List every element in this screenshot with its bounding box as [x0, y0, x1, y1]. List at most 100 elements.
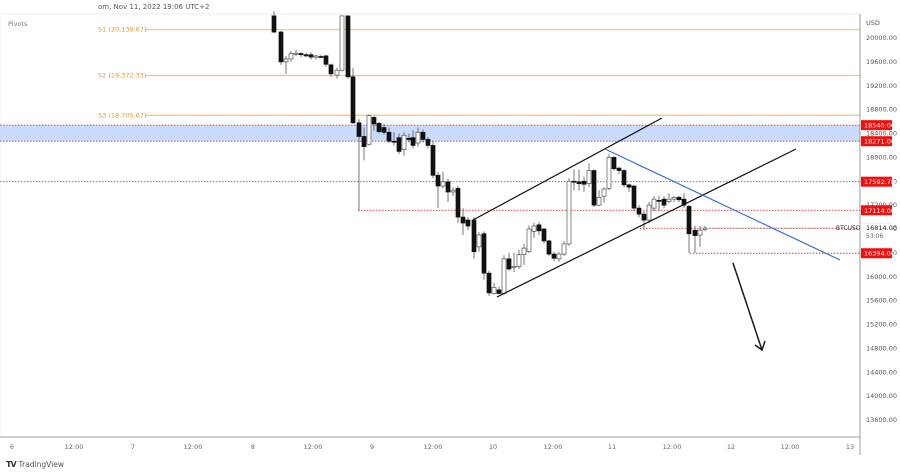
- candle-bearish[interactable]: [591, 170, 597, 206]
- candle-bearish[interactable]: [271, 15, 277, 33]
- candle-bullish[interactable]: [476, 234, 482, 248]
- candle-bearish[interactable]: [430, 145, 436, 176]
- down-arrow-icon[interactable]: [732, 262, 763, 351]
- candle-bearish[interactable]: [681, 198, 687, 206]
- candle-bearish[interactable]: [581, 180, 587, 185]
- candle-bullish[interactable]: [531, 225, 537, 232]
- current-price-badge: [861, 223, 892, 242]
- trendline-3[interactable]: [604, 148, 841, 261]
- candle-bullish[interactable]: [366, 115, 372, 145]
- candle-bearish[interactable]: [571, 180, 577, 183]
- candle-bearish[interactable]: [460, 216, 466, 224]
- candle-bearish[interactable]: [328, 64, 334, 75]
- candle-bullish[interactable]: [511, 266, 517, 268]
- candle-bearish[interactable]: [661, 198, 667, 206]
- candle-bearish[interactable]: [435, 174, 441, 187]
- candle-bearish[interactable]: [481, 233, 487, 274]
- candle-bearish[interactable]: [626, 184, 632, 188]
- candle-bullish[interactable]: [339, 15, 345, 71]
- candle-bearish[interactable]: [616, 167, 622, 171]
- candle-bearish[interactable]: [371, 117, 377, 125]
- tradingview-branding[interactable]: TV TradingView: [6, 460, 64, 469]
- candle-bearish[interactable]: [455, 188, 461, 218]
- candle-bullish[interactable]: [556, 253, 562, 260]
- candle-bearish[interactable]: [551, 253, 557, 259]
- candle-bearish[interactable]: [410, 137, 416, 146]
- candle-bearish[interactable]: [536, 224, 542, 232]
- candle-bullish[interactable]: [288, 53, 294, 60]
- candle-bearish[interactable]: [381, 127, 387, 133]
- candle-bearish[interactable]: [576, 181, 582, 184]
- candle-bullish[interactable]: [561, 243, 567, 255]
- candle-bearish[interactable]: [611, 157, 617, 170]
- candle-bullish[interactable]: [651, 198, 657, 209]
- price-label-badge: [861, 176, 892, 187]
- candle-bearish[interactable]: [350, 76, 356, 124]
- candle-bearish[interactable]: [278, 31, 284, 63]
- candle-bullish[interactable]: [526, 228, 532, 253]
- candle-bearish[interactable]: [420, 131, 426, 140]
- time-axis-tick: 8: [251, 443, 255, 451]
- candle-bullish[interactable]: [702, 227, 708, 230]
- candle-bullish[interactable]: [646, 204, 652, 221]
- candle-bearish[interactable]: [376, 123, 382, 133]
- candle-bullish[interactable]: [606, 157, 612, 189]
- candle-bullish[interactable]: [334, 69, 340, 76]
- candle-bullish[interactable]: [516, 254, 522, 267]
- pivot-label-s2: S2 (19,372.33): [98, 71, 146, 79]
- candle-bearish[interactable]: [298, 53, 304, 56]
- candle-bullish[interactable]: [440, 181, 446, 187]
- candle-bearish[interactable]: [318, 56, 324, 58]
- candle-bullish[interactable]: [450, 189, 456, 193]
- plot-area[interactable]: [0, 13, 861, 438]
- candle-bearish[interactable]: [631, 185, 637, 209]
- candle-bearish[interactable]: [546, 240, 552, 255]
- candle-bearish[interactable]: [506, 258, 512, 270]
- candle-bearish[interactable]: [686, 205, 692, 235]
- trendline-2[interactable]: [496, 148, 797, 298]
- candle-bullish[interactable]: [666, 198, 672, 202]
- candle-bullish[interactable]: [313, 55, 319, 58]
- candle-bullish[interactable]: [415, 131, 421, 144]
- candle-bearish[interactable]: [541, 228, 547, 242]
- candle-bullish[interactable]: [671, 197, 677, 200]
- candle-bearish[interactable]: [621, 170, 627, 186]
- candle-bearish[interactable]: [445, 181, 451, 193]
- candle-bullish[interactable]: [491, 287, 497, 294]
- candle-bearish[interactable]: [391, 140, 397, 143]
- candle-bearish[interactable]: [425, 139, 431, 146]
- candle-bearish[interactable]: [636, 207, 642, 215]
- candle-bullish[interactable]: [601, 188, 607, 197]
- candle-bullish[interactable]: [293, 53, 299, 55]
- candle-bearish[interactable]: [361, 136, 367, 147]
- candle-bullish[interactable]: [283, 58, 289, 63]
- candle-bearish[interactable]: [345, 15, 351, 78]
- candle-bullish[interactable]: [586, 170, 592, 184]
- price-axis-tick: 20000.00: [866, 34, 897, 42]
- price-axis-tick: 18000.00: [866, 153, 897, 161]
- candle-bearish[interactable]: [386, 131, 392, 142]
- candle-bearish[interactable]: [486, 272, 492, 294]
- candle-bearish[interactable]: [641, 213, 647, 221]
- candle-bullish[interactable]: [521, 247, 527, 256]
- candle-bullish[interactable]: [401, 134, 407, 150]
- candle-bullish[interactable]: [697, 229, 703, 236]
- candle-bearish[interactable]: [303, 54, 309, 57]
- candle-bearish[interactable]: [308, 54, 314, 58]
- candle-bullish[interactable]: [566, 180, 572, 245]
- candle-bullish[interactable]: [596, 197, 602, 206]
- candle-bearish[interactable]: [471, 219, 477, 253]
- candle-bullish[interactable]: [501, 258, 507, 294]
- trendline-1[interactable]: [472, 117, 663, 221]
- candle-bearish[interactable]: [656, 200, 662, 202]
- candle-bearish[interactable]: [496, 289, 502, 294]
- candle-bearish[interactable]: [406, 137, 412, 140]
- candle-bearish[interactable]: [356, 122, 362, 137]
- candle-bearish[interactable]: [396, 137, 402, 152]
- price-axis-tick: 13600.00: [866, 416, 897, 424]
- candle-bearish[interactable]: [465, 219, 471, 227]
- candle-bearish[interactable]: [676, 197, 682, 201]
- candle-bearish[interactable]: [692, 229, 698, 236]
- candle-bearish[interactable]: [323, 55, 329, 65]
